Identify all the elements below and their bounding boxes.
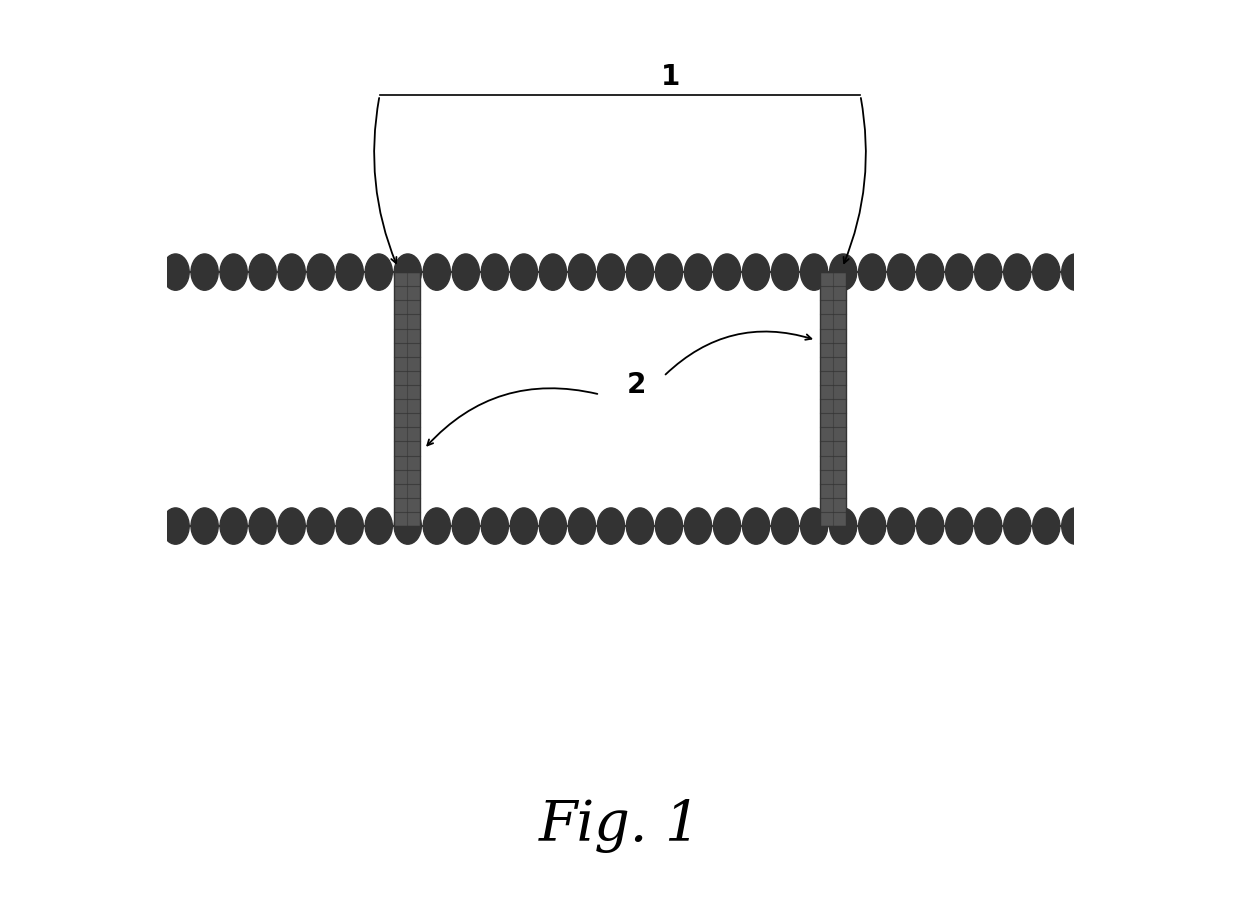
Ellipse shape: [888, 508, 915, 544]
Ellipse shape: [801, 254, 828, 290]
FancyBboxPatch shape: [821, 272, 846, 526]
Ellipse shape: [336, 508, 363, 544]
Ellipse shape: [858, 254, 885, 290]
Ellipse shape: [219, 508, 247, 544]
Ellipse shape: [830, 254, 857, 290]
FancyBboxPatch shape: [394, 272, 419, 526]
Ellipse shape: [481, 254, 508, 290]
Text: 1: 1: [661, 63, 680, 91]
Ellipse shape: [975, 254, 1002, 290]
Ellipse shape: [365, 508, 392, 544]
Ellipse shape: [539, 254, 567, 290]
Ellipse shape: [481, 508, 508, 544]
Ellipse shape: [743, 508, 770, 544]
Ellipse shape: [946, 254, 973, 290]
Ellipse shape: [656, 254, 682, 290]
Ellipse shape: [191, 508, 218, 544]
Ellipse shape: [771, 254, 799, 290]
Ellipse shape: [946, 508, 973, 544]
Ellipse shape: [656, 508, 682, 544]
Ellipse shape: [598, 508, 625, 544]
Text: Fig. 1: Fig. 1: [539, 798, 701, 853]
Ellipse shape: [568, 508, 595, 544]
Ellipse shape: [1061, 254, 1089, 290]
Ellipse shape: [713, 508, 740, 544]
Ellipse shape: [1003, 254, 1030, 290]
Ellipse shape: [801, 508, 828, 544]
Ellipse shape: [336, 254, 363, 290]
Ellipse shape: [219, 254, 247, 290]
Ellipse shape: [888, 254, 915, 290]
Text: 2: 2: [626, 372, 646, 399]
Ellipse shape: [539, 508, 567, 544]
Ellipse shape: [249, 254, 277, 290]
Ellipse shape: [830, 508, 857, 544]
Ellipse shape: [626, 508, 653, 544]
Ellipse shape: [423, 508, 450, 544]
Ellipse shape: [191, 254, 218, 290]
Ellipse shape: [713, 254, 740, 290]
Ellipse shape: [453, 254, 480, 290]
Ellipse shape: [278, 508, 305, 544]
Ellipse shape: [278, 254, 305, 290]
Ellipse shape: [1061, 508, 1089, 544]
Ellipse shape: [743, 254, 770, 290]
Ellipse shape: [365, 254, 392, 290]
Ellipse shape: [510, 508, 537, 544]
Ellipse shape: [568, 254, 595, 290]
Ellipse shape: [975, 508, 1002, 544]
Ellipse shape: [308, 508, 335, 544]
Ellipse shape: [598, 254, 625, 290]
Ellipse shape: [394, 254, 422, 290]
Ellipse shape: [423, 254, 450, 290]
Ellipse shape: [1003, 508, 1030, 544]
Ellipse shape: [684, 508, 712, 544]
Ellipse shape: [684, 254, 712, 290]
Ellipse shape: [394, 508, 422, 544]
Ellipse shape: [626, 254, 653, 290]
Ellipse shape: [916, 254, 944, 290]
Ellipse shape: [771, 508, 799, 544]
Ellipse shape: [249, 508, 277, 544]
Ellipse shape: [453, 508, 480, 544]
Ellipse shape: [1033, 254, 1060, 290]
Ellipse shape: [1033, 508, 1060, 544]
Ellipse shape: [858, 508, 885, 544]
Ellipse shape: [162, 508, 190, 544]
Ellipse shape: [162, 254, 190, 290]
Ellipse shape: [308, 254, 335, 290]
Ellipse shape: [916, 508, 944, 544]
Ellipse shape: [510, 254, 537, 290]
